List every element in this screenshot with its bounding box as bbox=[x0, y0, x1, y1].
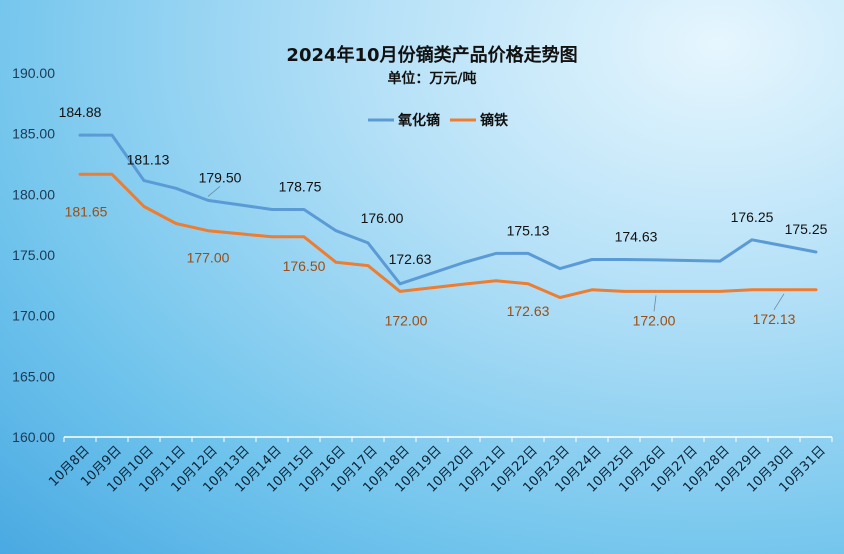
data-label: 172.63 bbox=[389, 251, 432, 267]
data-label: 178.75 bbox=[279, 179, 322, 195]
data-point bbox=[719, 290, 721, 292]
series-line-dy-fe bbox=[78, 172, 818, 299]
data-point bbox=[591, 258, 593, 260]
y-tick-label: 180.00 bbox=[12, 186, 55, 202]
data-point bbox=[527, 252, 529, 254]
data-point bbox=[655, 259, 657, 261]
data-point bbox=[143, 180, 145, 182]
data-point bbox=[367, 265, 369, 267]
series-lines bbox=[78, 133, 818, 299]
data-point bbox=[687, 259, 689, 261]
data-point bbox=[687, 290, 689, 292]
data-point bbox=[111, 173, 113, 175]
data-point bbox=[79, 173, 81, 175]
data-point bbox=[431, 287, 433, 289]
label-leader-line bbox=[653, 295, 657, 312]
data-point bbox=[623, 258, 625, 260]
data-point bbox=[815, 251, 817, 253]
data-label: 184.88 bbox=[59, 104, 102, 120]
label-leader-line bbox=[773, 293, 785, 311]
data-labels: 184.88 181.13 179.50 178.75 176.00 172.63 175.… bbox=[59, 104, 828, 328]
data-point bbox=[399, 283, 401, 285]
y-tick-label: 165.00 bbox=[12, 368, 55, 384]
data-point bbox=[495, 280, 497, 282]
data-point bbox=[271, 209, 273, 210]
legend-label: 镝铁 bbox=[480, 112, 508, 129]
data-point bbox=[271, 236, 273, 238]
data-label: 172.63 bbox=[507, 303, 550, 319]
data-point bbox=[399, 290, 401, 292]
data-label: 174.63 bbox=[615, 228, 658, 244]
data-label: 181.65 bbox=[65, 203, 108, 219]
data-label: 175.13 bbox=[507, 222, 550, 238]
data-point bbox=[335, 230, 337, 232]
y-tick-label: 190.00 bbox=[12, 65, 55, 81]
label-leader-line bbox=[207, 186, 221, 197]
data-label: 179.50 bbox=[199, 169, 242, 185]
data-label: 176.50 bbox=[283, 258, 326, 274]
data-point bbox=[431, 272, 433, 274]
data-point bbox=[463, 283, 465, 285]
y-tick-label: 170.00 bbox=[12, 308, 55, 324]
y-tick-label: 185.00 bbox=[12, 126, 55, 142]
data-label: 172.00 bbox=[633, 312, 676, 328]
y-tick-label: 160.00 bbox=[12, 429, 55, 445]
data-point bbox=[623, 290, 625, 292]
data-label: 172.13 bbox=[753, 311, 796, 327]
data-point bbox=[335, 261, 337, 263]
data-point bbox=[719, 260, 721, 262]
data-label: 172.00 bbox=[385, 312, 428, 328]
data-point bbox=[751, 289, 753, 291]
data-point bbox=[495, 252, 497, 254]
data-point bbox=[655, 290, 657, 292]
y-tick-label: 175.00 bbox=[12, 247, 55, 263]
data-point bbox=[815, 289, 817, 291]
data-point bbox=[207, 230, 209, 232]
data-point bbox=[239, 204, 241, 206]
data-point bbox=[143, 205, 145, 207]
data-label: 176.00 bbox=[361, 210, 404, 226]
chart-subtitle: 单位：万元/吨 bbox=[387, 70, 476, 87]
data-point bbox=[303, 209, 305, 210]
data-label: 175.25 bbox=[785, 221, 828, 237]
data-point bbox=[175, 187, 177, 189]
data-point bbox=[175, 222, 177, 224]
data-point bbox=[463, 262, 465, 264]
chart-title: 2024年10月份镝类产品价格走势图 bbox=[286, 44, 577, 66]
axes: 160.00 165.00 170.00 175.00 180.00 185.00 190.… bbox=[12, 65, 833, 496]
data-point bbox=[559, 296, 561, 298]
data-point bbox=[751, 239, 753, 241]
data-point bbox=[527, 283, 529, 285]
data-point bbox=[111, 134, 113, 136]
series-line-dy-oxide bbox=[78, 133, 818, 286]
data-point bbox=[591, 289, 593, 291]
data-point bbox=[207, 199, 209, 201]
data-point bbox=[559, 268, 561, 270]
legend-label: 氧化镝 bbox=[397, 112, 440, 129]
data-label: 181.13 bbox=[127, 152, 170, 168]
data-label: 177.00 bbox=[187, 250, 230, 266]
data-point bbox=[239, 233, 241, 235]
data-point bbox=[783, 245, 785, 247]
data-point bbox=[367, 242, 369, 244]
data-point bbox=[303, 236, 305, 238]
data-label: 176.25 bbox=[731, 209, 774, 225]
data-point bbox=[79, 134, 81, 136]
data-point bbox=[783, 289, 785, 291]
legend: 氧化镝 镝铁 bbox=[368, 112, 508, 129]
